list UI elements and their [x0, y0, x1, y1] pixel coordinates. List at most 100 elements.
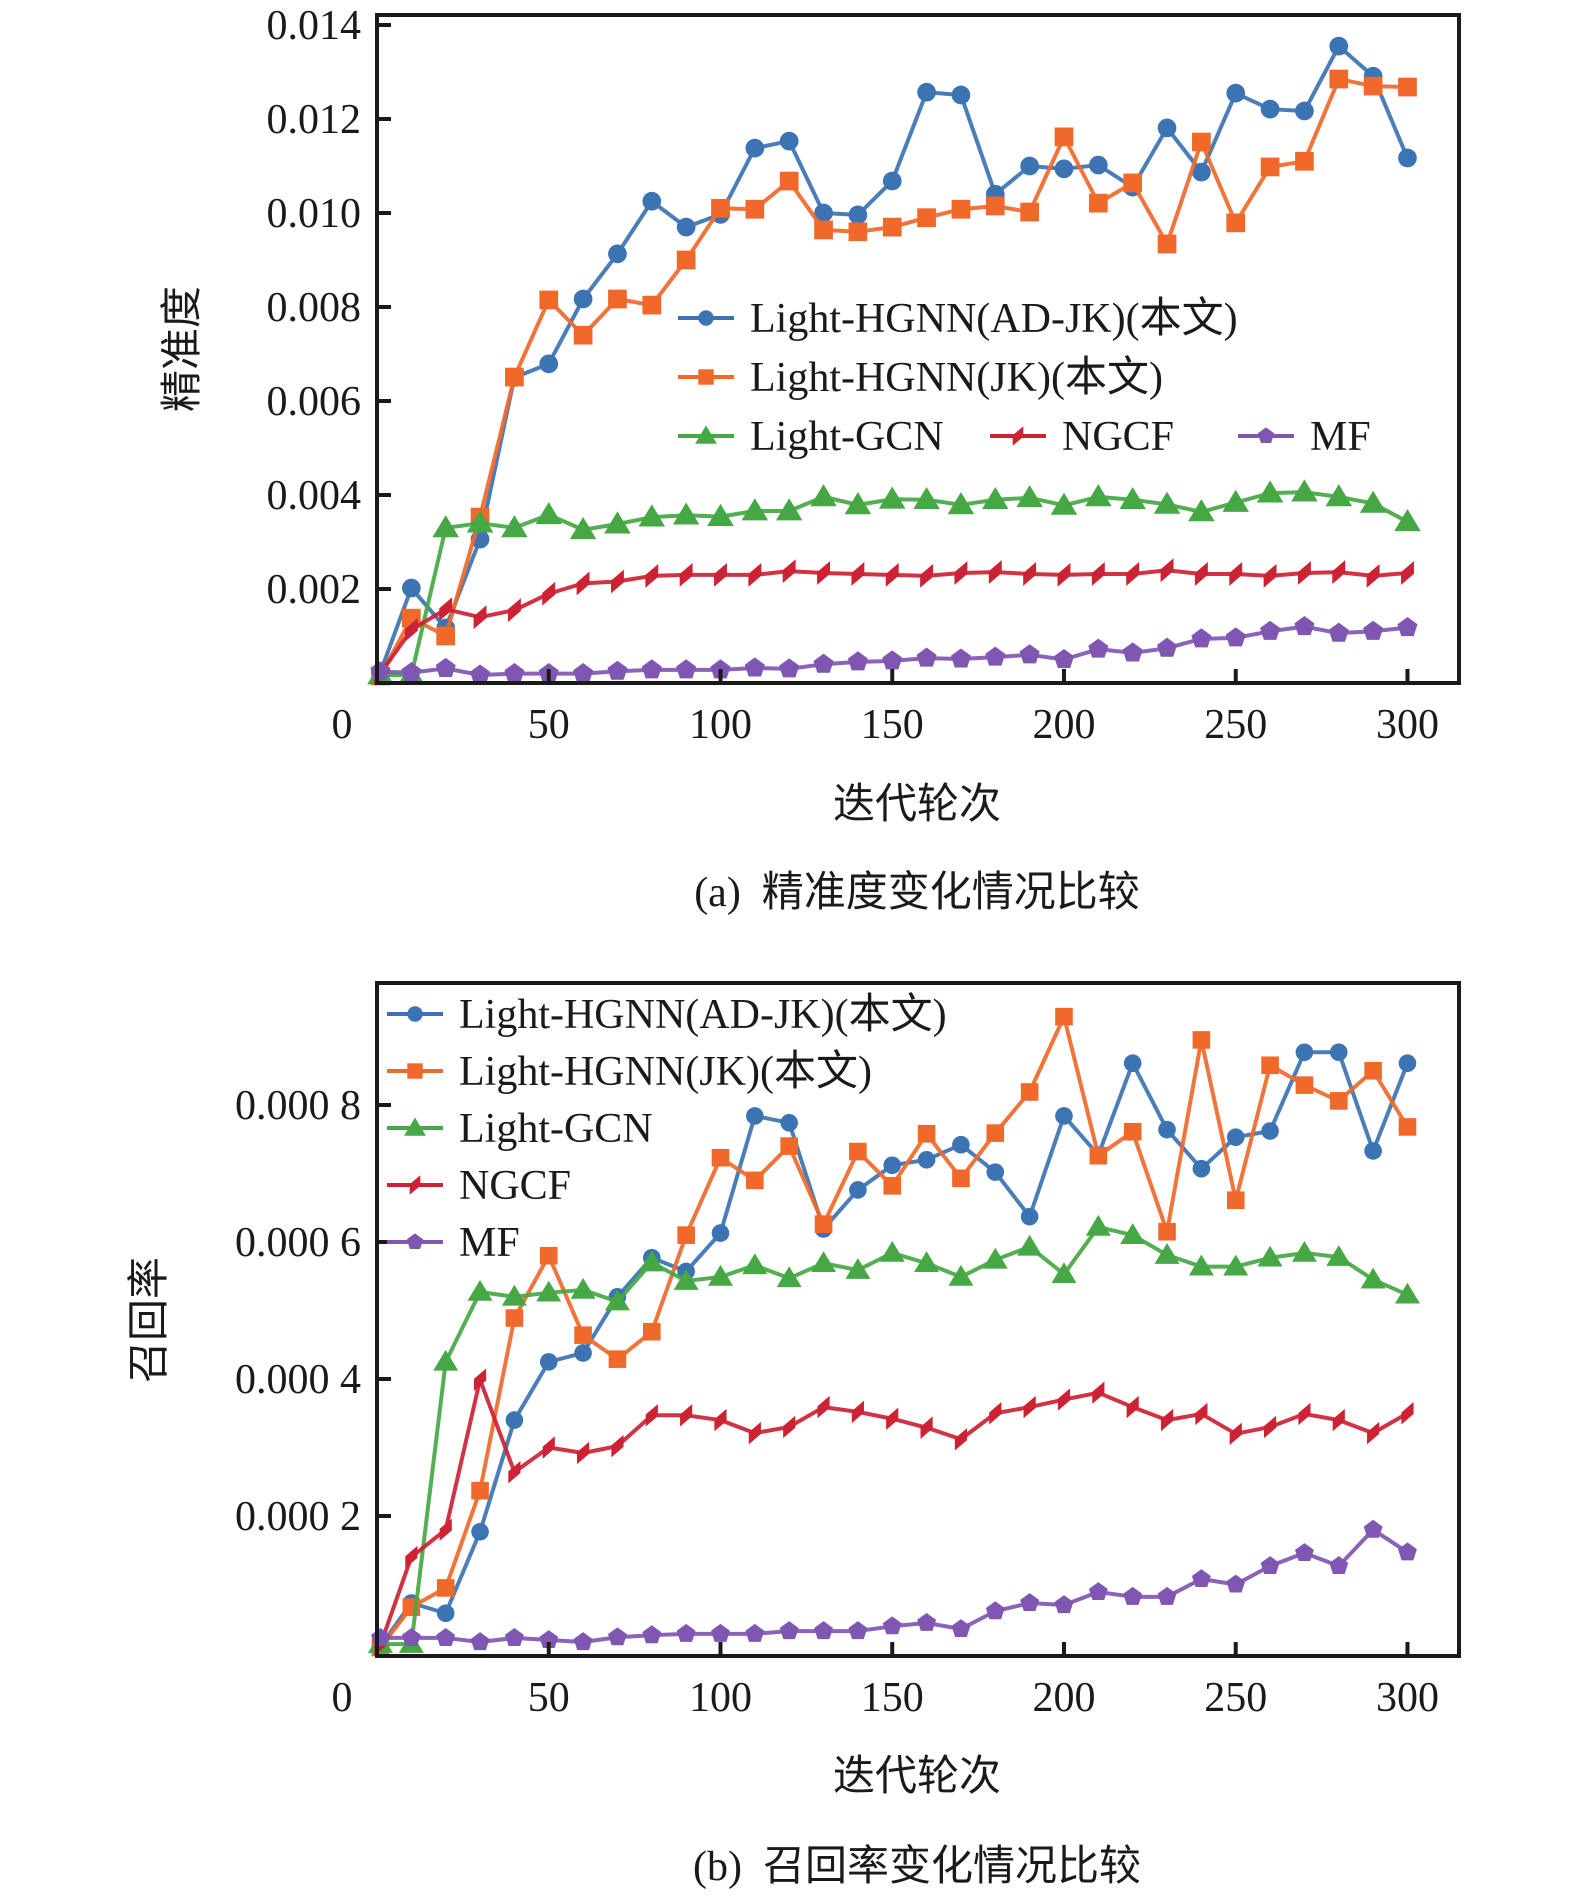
- precision-x-ticks: 50 100 150 200 250 300: [528, 669, 1439, 748]
- recall-point-light-gcn: [1051, 1262, 1077, 1283]
- precision-point-mf: [435, 657, 456, 677]
- recall-point-light-gcn: [501, 1284, 527, 1306]
- recall-point-ngcf: [1092, 1381, 1105, 1404]
- recall-point-ngcf: [508, 1460, 521, 1484]
- precision-plot-frame: [375, 13, 1461, 685]
- precision-point-light-hgnn-jk: [1088, 193, 1108, 213]
- precision-point-ngcf: [1263, 563, 1277, 588]
- recall-point-ngcf: [1229, 1422, 1242, 1445]
- precision-point-light-hgnn-jk: [1020, 202, 1039, 222]
- recall-point-mf: [436, 1628, 456, 1646]
- recall-point-light-hgnn-ad-jk: [1364, 1142, 1382, 1160]
- precision-point-mf: [641, 659, 662, 679]
- recall-point-light-hgnn-ad-jk: [1329, 1043, 1348, 1062]
- recall-x-tick-label: 50: [528, 1675, 570, 1721]
- precision-point-light-gcn: [569, 517, 597, 540]
- recall-point-mf: [504, 1628, 524, 1646]
- precision-point-light-gcn: [672, 502, 700, 525]
- precision-point-mf: [744, 657, 765, 677]
- precision-point-light-hgnn-ad-jk: [779, 131, 799, 151]
- recall-point-light-gcn: [1394, 1282, 1420, 1304]
- recall-point-ngcf: [1023, 1395, 1036, 1419]
- recall-x-ticks: 50 100 150 200 250 300: [528, 1642, 1439, 1721]
- precision-point-light-hgnn-jk: [1260, 157, 1280, 177]
- recall-point-ngcf: [783, 1415, 796, 1439]
- recall-legend-marker: [407, 1063, 423, 1079]
- precision-point-light-hgnn-ad-jk: [573, 289, 593, 309]
- recall-point-light-hgnn-jk: [1123, 1122, 1142, 1141]
- recall-point-mf: [401, 1628, 421, 1646]
- precision-point-light-gcn: [913, 486, 940, 510]
- precision-point-light-hgnn-jk: [1192, 132, 1211, 152]
- precision-point-light-hgnn-ad-jk: [1226, 83, 1246, 103]
- recall-x-tick-label: 300: [1376, 1675, 1439, 1721]
- recall-point-mf: [1191, 1569, 1211, 1588]
- precision-point-light-hgnn-jk: [539, 290, 559, 310]
- recall-point-ngcf: [1057, 1388, 1071, 1411]
- recall-point-light-gcn: [708, 1264, 733, 1286]
- precision-point-light-gcn: [982, 486, 1009, 510]
- recall-point-light-hgnn-jk: [746, 1171, 764, 1190]
- recall-point-light-gcn: [604, 1289, 630, 1311]
- recall-point-mf: [1260, 1556, 1280, 1575]
- recall-y-axis-label: 召回率: [126, 1257, 173, 1383]
- recall-legend-item-light-hgnn-ad-jk: Light-HGNN(AD-JK)(本文): [387, 991, 947, 1038]
- recall-legend-marker: [406, 1233, 424, 1250]
- recall-point-light-gcn: [982, 1247, 1008, 1269]
- recall-point-mf: [779, 1621, 799, 1640]
- precision-point-light-hgnn-jk: [608, 289, 627, 309]
- precision-y-tick-label: 0.014: [267, 3, 362, 49]
- precision-point-ngcf: [679, 563, 693, 587]
- precision-point-light-gcn: [810, 484, 837, 507]
- precision-point-mf: [1122, 642, 1143, 662]
- recall-point-mf: [882, 1616, 902, 1635]
- recall-point-light-hgnn-ad-jk: [746, 1107, 764, 1125]
- precision-point-ngcf: [645, 563, 659, 588]
- recall-point-light-hgnn-ad-jk: [1020, 1207, 1039, 1226]
- recall-x-axis-label: 迭代轮次: [833, 1754, 1001, 1800]
- precision-legend-item-ngcf: NGCF: [990, 414, 1174, 460]
- recall-legend-label: Light-HGNN(JK)(本文): [459, 1048, 872, 1095]
- recall-point-mf: [470, 1632, 490, 1651]
- precision-point-light-hgnn-ad-jk: [1020, 156, 1039, 176]
- recall-point-light-hgnn-jk: [883, 1177, 902, 1195]
- recall-point-light-hgnn-jk: [505, 1309, 524, 1327]
- precision-y-ticks: 0.002 0.004 0.006 0.008 0.010 0.012 0.014: [267, 3, 391, 613]
- recall-point-light-hgnn-ad-jk: [1261, 1122, 1279, 1140]
- precision-x-axis-label: 迭代轮次: [833, 782, 1001, 828]
- recall-caption: (b) 召回率变化情况比较: [693, 1843, 1141, 1890]
- recall-series-ngcf: [374, 1368, 1414, 1656]
- precision-point-light-gcn: [1119, 486, 1146, 510]
- recall-point-light-hgnn-ad-jk: [1158, 1120, 1176, 1139]
- precision-legend: Light-HGNN(AD-JK)(本文) Light-HGNN(JK)(本文) L…: [678, 295, 1371, 460]
- precision-point-light-gcn: [501, 515, 528, 538]
- precision-point-light-hgnn-ad-jk: [1260, 99, 1280, 119]
- recall-point-light-gcn: [1188, 1254, 1214, 1276]
- precision-point-light-hgnn-jk: [1363, 76, 1383, 96]
- recall-point-light-gcn: [742, 1253, 768, 1275]
- precision-point-light-hgnn-ad-jk: [745, 138, 765, 158]
- recall-point-light-hgnn-jk: [917, 1124, 936, 1143]
- precision-point-mf: [573, 663, 594, 683]
- precision-point-ngcf: [988, 560, 1002, 584]
- precision-point-light-gcn: [535, 501, 563, 525]
- precision-point-mf: [1053, 648, 1075, 669]
- precision-point-mf: [401, 662, 422, 682]
- precision-x-tick-label: 100: [689, 702, 752, 748]
- recall-point-ngcf: [886, 1407, 899, 1430]
- precision-point-ngcf: [439, 597, 453, 622]
- recall-legend-marker: [407, 1006, 423, 1022]
- recall-point-light-gcn: [536, 1280, 562, 1302]
- precision-legend-label: Light-HGNN(JK)(本文): [750, 354, 1163, 401]
- precision-legend-item-light-hgnn-jk: Light-HGNN(JK)(本文): [678, 354, 1163, 401]
- precision-point-light-gcn: [1153, 491, 1181, 514]
- precision-point-light-hgnn-ad-jk: [1088, 155, 1108, 175]
- precision-point-mf: [916, 647, 937, 667]
- precision-point-light-hgnn-ad-jk: [608, 244, 627, 264]
- recall-point-light-hgnn-jk: [711, 1148, 730, 1167]
- recall-point-ngcf: [1367, 1421, 1380, 1445]
- precision-point-mf: [985, 646, 1006, 666]
- recall-point-light-gcn: [1017, 1234, 1043, 1256]
- precision-point-light-gcn: [1291, 479, 1318, 502]
- precision-line-light-gcn: [380, 490, 1409, 678]
